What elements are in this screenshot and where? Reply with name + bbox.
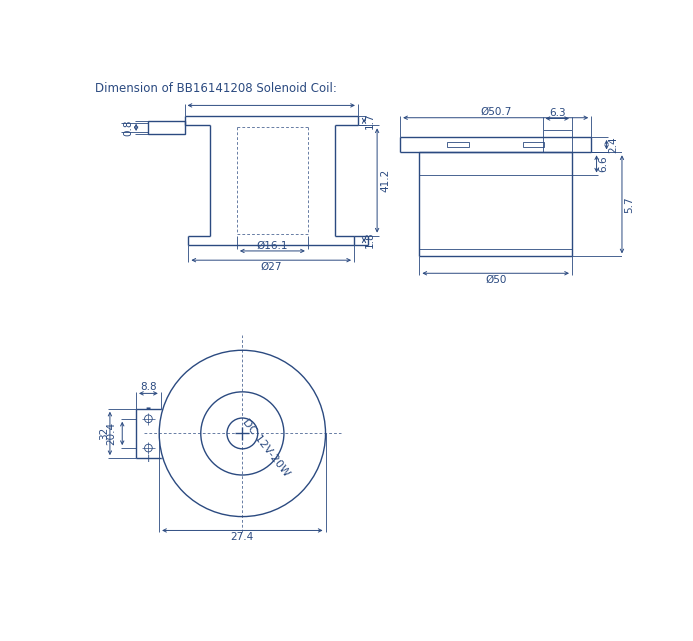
Bar: [523, 142, 544, 147]
Text: 32: 32: [99, 427, 109, 440]
Text: 1.7: 1.7: [365, 113, 375, 129]
Text: 20.4: 20.4: [107, 422, 116, 445]
Bar: [447, 142, 468, 147]
Text: 0.8: 0.8: [123, 119, 133, 136]
Text: Ø16.1: Ø16.1: [256, 240, 288, 251]
Text: 6.6: 6.6: [599, 156, 608, 172]
Text: 5.7: 5.7: [624, 196, 634, 213]
Text: 8.8: 8.8: [140, 382, 157, 392]
Text: 27.4: 27.4: [231, 531, 254, 542]
Bar: [148, 121, 184, 134]
Text: DC 12V-20W: DC 12V-20W: [240, 417, 291, 478]
Text: Dimension of BB16141208 Solenoid Coil:: Dimension of BB16141208 Solenoid Coil:: [94, 82, 336, 96]
Text: 41.2: 41.2: [380, 169, 391, 192]
Text: 2.4: 2.4: [608, 137, 618, 153]
Text: 1.8: 1.8: [365, 232, 375, 249]
Text: Ø50.7: Ø50.7: [480, 106, 511, 117]
Text: 6.3: 6.3: [549, 108, 565, 118]
Text: -: -: [146, 401, 151, 415]
Text: Ø27: Ø27: [261, 262, 282, 271]
Text: +: +: [143, 454, 153, 464]
Text: Ø50: Ø50: [485, 274, 507, 285]
